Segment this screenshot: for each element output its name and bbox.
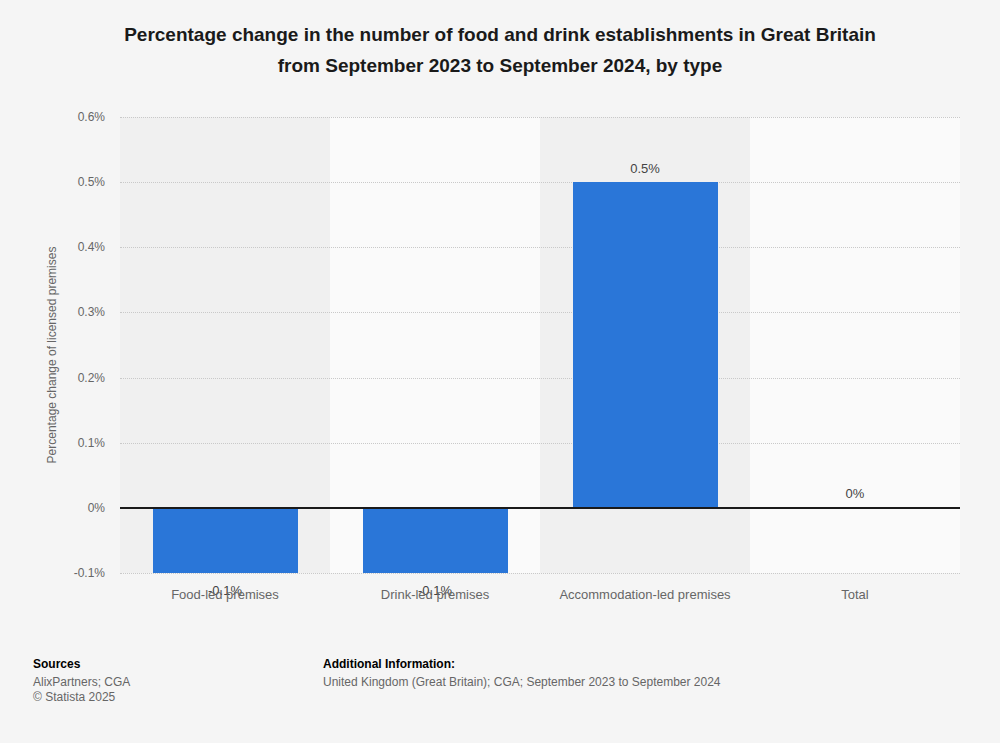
sources-heading: Sources	[33, 657, 130, 672]
additional-info-block: Additional Information: United Kingdom (…	[323, 657, 963, 690]
value-label: 0.5%	[585, 161, 705, 177]
bar[interactable]	[363, 509, 508, 573]
gridline	[120, 443, 960, 444]
column-band	[120, 117, 330, 573]
column-band	[750, 117, 960, 573]
chart-title: Percentage change in the number of food …	[0, 19, 1000, 81]
y-tick-label: 0%	[0, 500, 105, 516]
additional-info-text: United Kingdom (Great Britain); CGA; Sep…	[323, 675, 963, 690]
gridline	[120, 247, 960, 248]
category-label: Drink-led premises	[330, 587, 540, 603]
gridline	[120, 182, 960, 183]
category-label: Food-led premises	[120, 587, 330, 603]
y-tick-label: 0.3%	[0, 304, 105, 320]
y-tick-label: 0.6%	[0, 109, 105, 125]
y-tick-label: 0.1%	[0, 435, 105, 451]
statista-chart-page: Percentage change in the number of food …	[0, 0, 1000, 743]
sources-text: AlixPartners; CGA	[33, 675, 130, 690]
gridline	[120, 117, 960, 118]
chart-title-line-2: from September 2023 to September 2024, b…	[0, 50, 1000, 81]
sources-block: Sources AlixPartners; CGA © Statista 202…	[33, 657, 130, 705]
y-tick-label: 0.4%	[0, 239, 105, 255]
column-band	[330, 117, 540, 573]
category-label: Accommodation-led premises	[540, 587, 750, 603]
additional-info-heading: Additional Information:	[323, 657, 963, 672]
bar[interactable]	[153, 509, 298, 573]
gridline	[120, 378, 960, 379]
y-tick-label: -0.1%	[0, 565, 105, 581]
y-tick-label: 0.5%	[0, 174, 105, 190]
gridline	[120, 312, 960, 313]
bar[interactable]	[573, 182, 718, 508]
chart-title-line-1: Percentage change in the number of food …	[0, 19, 1000, 50]
value-label: 0%	[795, 486, 915, 502]
gridline	[120, 573, 960, 574]
category-label: Total	[750, 587, 960, 603]
copyright-text: © Statista 2025	[33, 690, 130, 705]
zero-baseline	[120, 507, 960, 509]
y-axis-title: Percentage change of licensed premises	[45, 247, 59, 464]
y-tick-label: 0.2%	[0, 370, 105, 386]
